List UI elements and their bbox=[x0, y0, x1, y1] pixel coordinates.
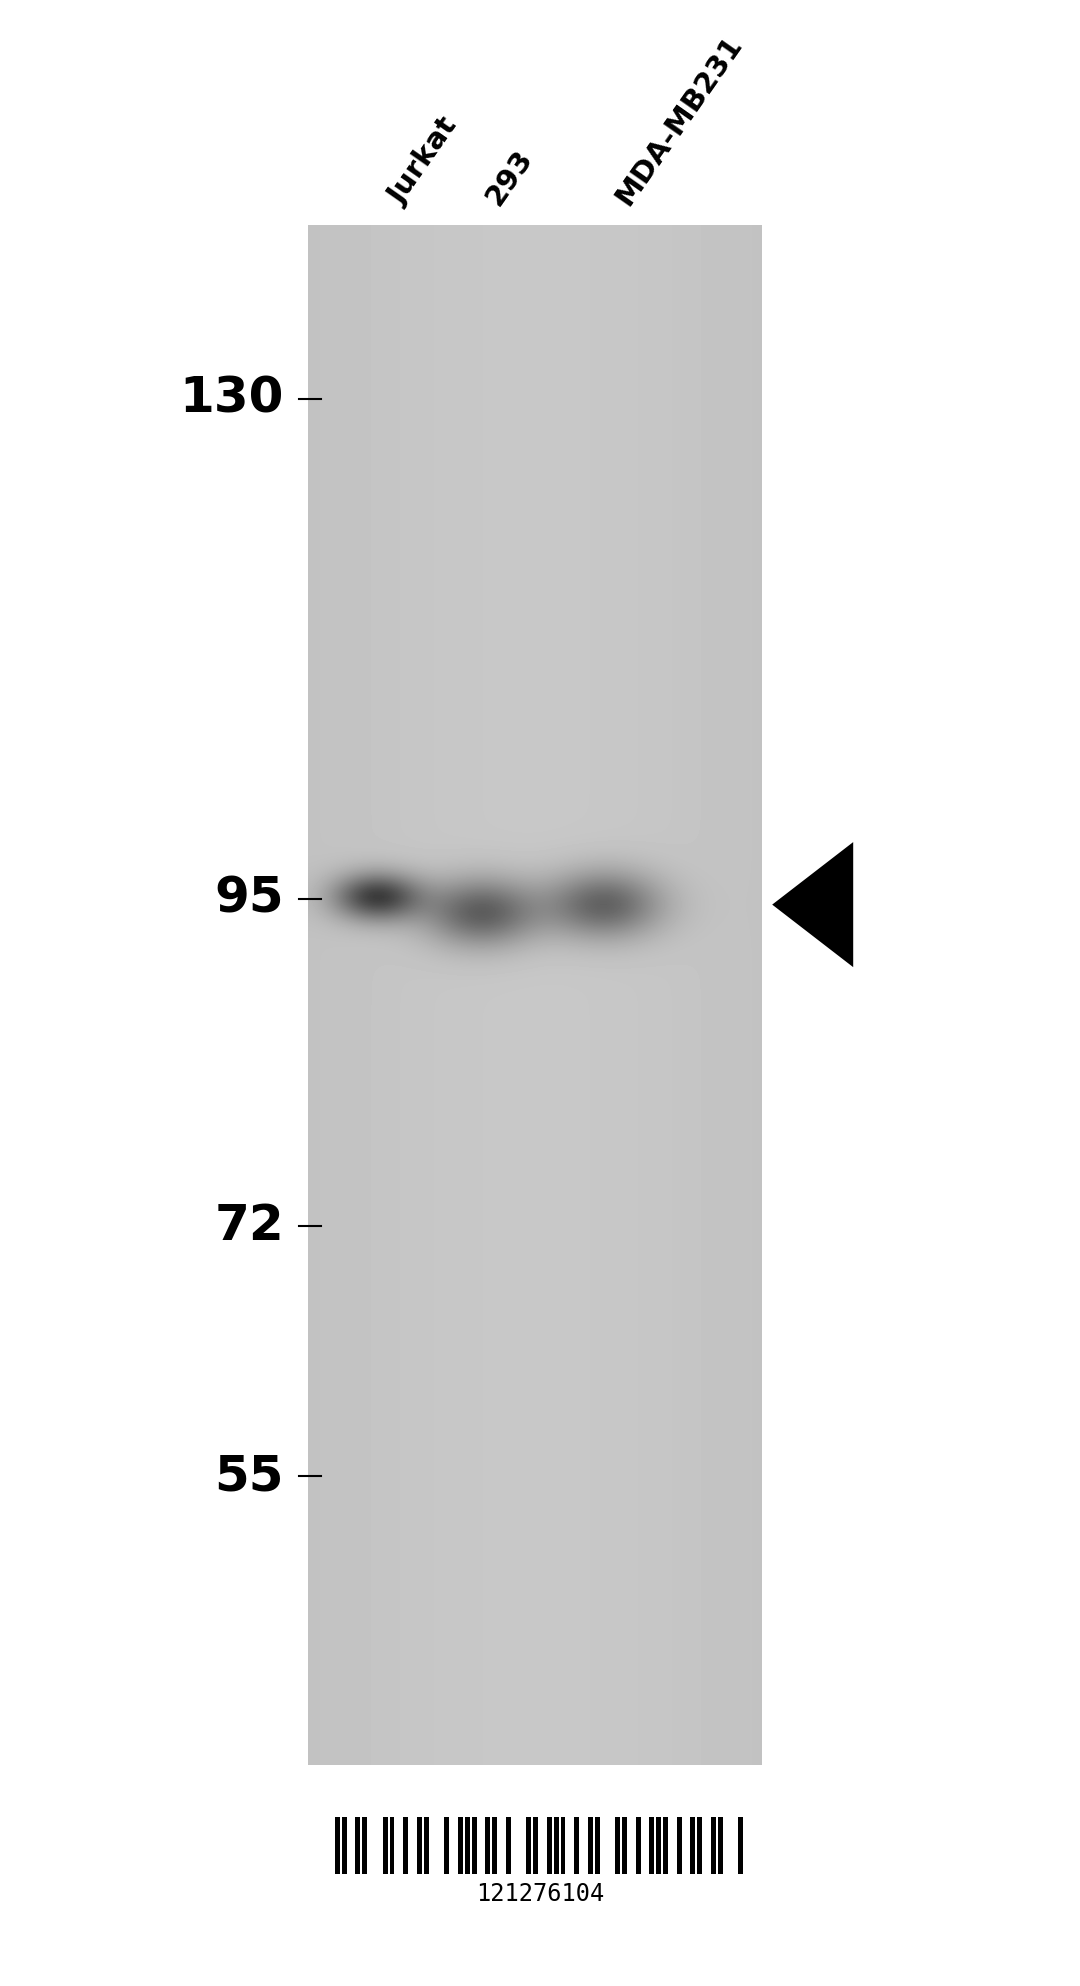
Bar bbox=[534, 1817, 538, 1875]
Bar bbox=[657, 1817, 661, 1875]
Bar bbox=[561, 1817, 566, 1875]
Text: 121276104: 121276104 bbox=[476, 1883, 604, 1907]
Bar bbox=[739, 1817, 743, 1875]
Bar bbox=[341, 1817, 347, 1875]
Bar bbox=[403, 1817, 408, 1875]
Bar bbox=[382, 1817, 388, 1875]
Text: Jurkat: Jurkat bbox=[383, 113, 463, 211]
Bar bbox=[458, 1817, 463, 1875]
Bar bbox=[575, 1817, 579, 1875]
Bar bbox=[485, 1817, 490, 1875]
Bar bbox=[355, 1817, 361, 1875]
Bar bbox=[423, 1817, 429, 1875]
Bar bbox=[698, 1817, 702, 1875]
Bar bbox=[492, 1817, 497, 1875]
Bar bbox=[390, 1817, 394, 1875]
Bar bbox=[335, 1817, 340, 1875]
Bar bbox=[663, 1817, 669, 1875]
Text: 293: 293 bbox=[481, 145, 539, 211]
Bar bbox=[472, 1817, 476, 1875]
Bar bbox=[554, 1817, 558, 1875]
Text: 130: 130 bbox=[179, 375, 284, 423]
Polygon shape bbox=[772, 842, 853, 967]
Bar bbox=[677, 1817, 681, 1875]
Bar bbox=[362, 1817, 367, 1875]
Bar bbox=[417, 1817, 422, 1875]
Bar bbox=[546, 1817, 552, 1875]
Text: 72: 72 bbox=[214, 1202, 284, 1249]
Bar bbox=[622, 1817, 627, 1875]
Bar bbox=[616, 1817, 620, 1875]
Bar bbox=[595, 1817, 599, 1875]
Bar bbox=[636, 1817, 640, 1875]
Bar bbox=[526, 1817, 531, 1875]
Bar bbox=[308, 224, 761, 1766]
Text: 95: 95 bbox=[215, 876, 284, 923]
Bar bbox=[588, 1817, 593, 1875]
Bar bbox=[444, 1817, 449, 1875]
Bar bbox=[505, 1817, 511, 1875]
Text: MDA-MB231: MDA-MB231 bbox=[610, 30, 747, 211]
Bar bbox=[649, 1817, 654, 1875]
Bar bbox=[711, 1817, 716, 1875]
Bar bbox=[464, 1817, 470, 1875]
Bar bbox=[718, 1817, 723, 1875]
Text: 55: 55 bbox=[215, 1452, 284, 1499]
Bar bbox=[690, 1817, 696, 1875]
